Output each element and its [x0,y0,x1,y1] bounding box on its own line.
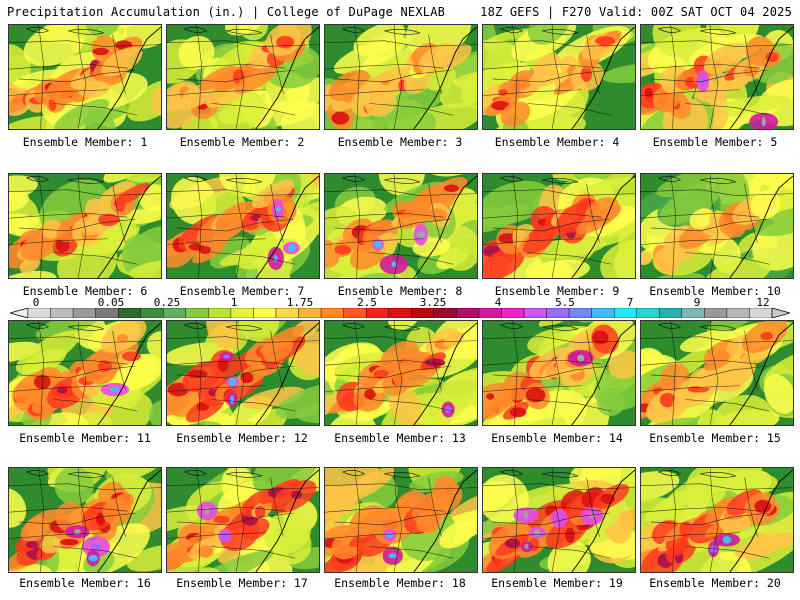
color-scale-tick-label: 1.75 [286,296,314,309]
ensemble-member-map [8,467,162,573]
ensemble-member-label: Ensemble Member: 13 [334,431,466,445]
ensemble-member-label: Ensemble Member: 19 [491,576,623,590]
ensemble-member-map [640,467,794,573]
ensemble-member-label: Ensemble Member: 17 [176,576,308,590]
ensemble-member-label: Ensemble Member: 2 [179,135,305,149]
ensemble-member-map [640,24,794,130]
color-scale-tick-label: 2.5 [357,296,377,309]
ensemble-member-label: Ensemble Member: 8 [337,284,463,298]
ensemble-member-map [482,320,636,426]
ensemble-member-map [166,320,320,426]
color-scale-tick-label: 0.05 [97,296,125,309]
ensemble-member-label: Ensemble Member: 3 [337,135,463,149]
ensemble-member-label: Ensemble Member: 18 [334,576,466,590]
color-scale-tick-label: 9 [693,296,701,309]
ensemble-member-label: Ensemble Member: 9 [494,284,620,298]
color-scale-tick-label: 12 [756,296,770,309]
color-scale-bar [10,308,790,318]
ensemble-member-map [8,320,162,426]
ensemble-member-label: Ensemble Member: 16 [19,576,151,590]
ensemble-member-label: Ensemble Member: 15 [649,431,781,445]
color-scale-tick-label: 5.5 [555,296,575,309]
run-info: 18Z GEFS | F270 Valid: 00Z SAT OCT 04 20… [480,5,792,19]
ensemble-member-map [166,467,320,573]
color-scale-tick-label: 7 [626,296,634,309]
ensemble-member-map [8,173,162,279]
ensemble-member-map [166,24,320,130]
ensemble-member-label: Ensemble Member: 7 [179,284,305,298]
color-scale-tick-label: 1 [230,296,238,309]
ensemble-member-map [640,173,794,279]
ensemble-member-map [482,24,636,130]
ensemble-member-map [166,173,320,279]
ensemble-member-map [324,24,478,130]
ensemble-member-label: Ensemble Member: 11 [19,431,151,445]
color-scale-tick-label: 0 [32,296,40,309]
ensemble-member-map [324,173,478,279]
ensemble-member-map [482,173,636,279]
map-title: Precipitation Accumulation (in.) | Colle… [7,5,446,19]
color-scale-tick-label: 0.25 [153,296,181,309]
ensemble-member-label: Ensemble Member: 12 [176,431,308,445]
ensemble-member-map [324,320,478,426]
ensemble-member-label: Ensemble Member: 6 [22,284,148,298]
ensemble-member-map [482,467,636,573]
ensemble-member-map [324,467,478,573]
ensemble-member-map [8,24,162,130]
ensemble-member-label: Ensemble Member: 14 [491,431,623,445]
ensemble-member-label: Ensemble Member: 4 [494,135,620,149]
color-scale-tick-label: 4 [494,296,502,309]
ensemble-member-label: Ensemble Member: 20 [649,576,781,590]
color-scale-tick-label: 3.25 [419,296,447,309]
ensemble-member-label: Ensemble Member: 1 [22,135,148,149]
ensemble-member-map [640,320,794,426]
ensemble-member-label: Ensemble Member: 5 [652,135,778,149]
ensemble-member-label: Ensemble Member: 10 [649,284,781,298]
